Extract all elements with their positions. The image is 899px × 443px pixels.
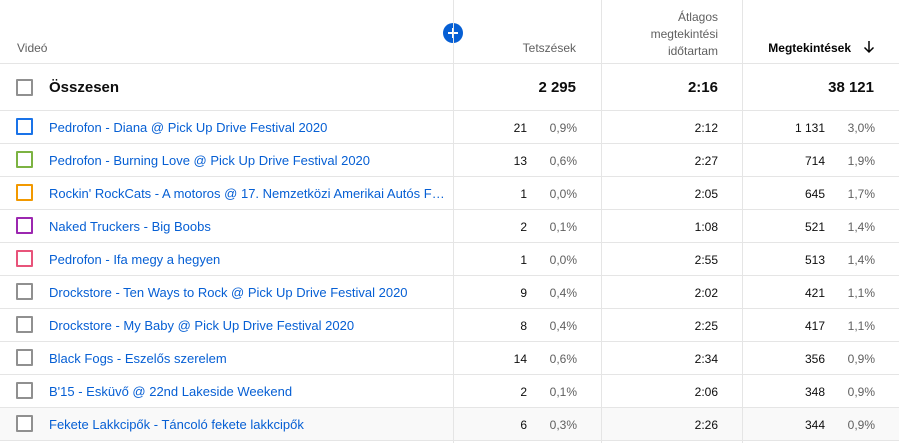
row-views-percent: 1,9% [847, 154, 875, 168]
row-likes: 6 [520, 418, 527, 432]
row-views-percent: 1,1% [847, 319, 875, 333]
video-title-link[interactable]: Drockstore - My Baby @ Pick Up Drive Fes… [49, 318, 355, 333]
column-header-avg-line2: megtekintési [650, 27, 718, 41]
total-views: 38 121 [828, 79, 874, 96]
row-likes-percent: 0,1% [549, 385, 577, 399]
video-title-link[interactable]: Black Fogs - Eszelős szerelem [49, 351, 227, 366]
table-row[interactable]: Drockstore - My Baby @ Pick Up Drive Fes… [0, 309, 899, 342]
row-views: 513 [804, 253, 825, 267]
row-avg-duration: 2:06 [694, 385, 718, 399]
row-likes: 8 [520, 319, 527, 333]
row-views: 344 [804, 418, 825, 432]
row-checkbox[interactable] [16, 283, 33, 300]
column-header-video[interactable]: Videó [17, 41, 48, 55]
row-avg-duration: 2:27 [694, 154, 718, 168]
video-title-link[interactable]: B'15 - Esküvő @ 22nd Lakeside Weekend [49, 384, 293, 399]
row-views: 521 [804, 220, 825, 234]
row-likes-percent: 0,6% [549, 154, 577, 168]
table-row[interactable]: Pedrofon - Diana @ Pick Up Drive Festiva… [0, 111, 899, 144]
total-checkbox[interactable] [16, 79, 33, 96]
row-views-percent: 1,4% [847, 220, 875, 234]
table-row[interactable]: Rockin' RockCats - A motoros @ 17. Nemze… [0, 177, 899, 210]
video-title-link[interactable]: Naked Truckers - Big Boobs [49, 219, 211, 234]
row-checkbox[interactable] [16, 151, 33, 168]
row-avg-duration: 2:25 [694, 319, 718, 333]
row-views: 714 [804, 154, 825, 168]
row-likes: 1 [520, 187, 527, 201]
row-checkbox[interactable] [16, 217, 33, 234]
row-views: 645 [804, 187, 825, 201]
video-title-link[interactable]: Drockstore - Ten Ways to Rock @ Pick Up … [49, 285, 408, 300]
column-divider [601, 0, 602, 443]
video-title-link[interactable]: Rockin' RockCats - A motoros @ 17. Nemze… [49, 186, 447, 201]
row-avg-duration: 2:26 [694, 418, 718, 432]
row-checkbox[interactable] [16, 118, 33, 135]
table-row[interactable]: Fekete Lakkcipők - Táncoló fekete lakkci… [0, 408, 899, 441]
row-avg-duration: 2:34 [694, 352, 718, 366]
row-likes-percent: 0,6% [549, 352, 577, 366]
row-likes: 1 [520, 253, 527, 267]
column-header-avg-view-duration[interactable]: Átlagos megtekintési időtartam [602, 9, 742, 60]
row-checkbox[interactable] [16, 415, 33, 432]
row-views-percent: 0,9% [847, 418, 875, 432]
row-avg-duration: 2:05 [694, 187, 718, 201]
row-avg-duration: 2:12 [694, 121, 718, 135]
row-checkbox[interactable] [16, 349, 33, 366]
row-likes: 2 [520, 385, 527, 399]
table-row[interactable]: Naked Truckers - Big Boobs 2 0,1% 1:08 521 1,… [0, 210, 899, 243]
table-row[interactable]: Drockstore - Ten Ways to Rock @ Pick Up … [0, 276, 899, 309]
row-views-percent: 0,9% [847, 352, 875, 366]
row-likes: 2 [520, 220, 527, 234]
row-views: 421 [804, 286, 825, 300]
row-likes-percent: 0,4% [549, 286, 577, 300]
row-likes: 21 [513, 121, 527, 135]
row-likes-percent: 0,9% [549, 121, 577, 135]
column-header-likes[interactable]: Tetszések [522, 41, 576, 55]
row-likes: 9 [520, 286, 527, 300]
row-likes: 14 [513, 352, 527, 366]
row-likes: 13 [513, 154, 527, 168]
table-row[interactable]: Black Fogs - Eszelős szerelem 14 0,6% 2:34 3… [0, 342, 899, 375]
column-header-views[interactable]: Megtekintések [768, 41, 851, 55]
table-row[interactable]: Pedrofon - Burning Love @ Pick Up Drive … [0, 144, 899, 177]
video-title-link[interactable]: Pedrofon - Diana @ Pick Up Drive Festiva… [49, 120, 328, 135]
row-avg-duration: 2:55 [694, 253, 718, 267]
row-views-percent: 1,7% [847, 187, 875, 201]
row-views-percent: 1,1% [847, 286, 875, 300]
video-title-link[interactable]: Fekete Lakkcipők - Táncoló fekete lakkci… [49, 417, 304, 432]
row-likes-percent: 0,4% [549, 319, 577, 333]
table-row[interactable]: Pedrofon - Ifa megy a hegyen 1 0,0% 2:55 513… [0, 243, 899, 276]
column-divider [742, 0, 743, 443]
row-views: 417 [804, 319, 825, 333]
row-views-percent: 3,0% [847, 121, 875, 135]
row-avg-duration: 2:02 [694, 286, 718, 300]
row-checkbox[interactable] [16, 250, 33, 267]
row-views: 348 [804, 385, 825, 399]
row-likes-percent: 0,1% [549, 220, 577, 234]
row-views: 1 131 [794, 121, 825, 135]
column-divider [453, 0, 454, 443]
total-likes: 2 295 [538, 79, 576, 96]
column-header-avg-line3: időtartam [667, 44, 718, 58]
row-avg-duration: 1:08 [694, 220, 718, 234]
column-header-avg-line1: Átlagos [677, 10, 718, 24]
row-checkbox[interactable] [16, 184, 33, 201]
row-views: 356 [804, 352, 825, 366]
row-likes-percent: 0,3% [549, 418, 577, 432]
video-title-link[interactable]: Pedrofon - Burning Love @ Pick Up Drive … [49, 153, 371, 168]
table-row[interactable]: B'15 - Esküvő @ 22nd Lakeside Weekend 2 0,… [0, 375, 899, 408]
table-header: Videó Tetszések Átlagos megtekintési idő… [0, 0, 899, 64]
total-label: Összesen [49, 79, 120, 96]
row-views-percent: 0,9% [847, 385, 875, 399]
arrow-down-icon[interactable] [863, 40, 875, 54]
total-row: Összesen 2 295 2:16 38 121 [0, 64, 899, 111]
row-checkbox[interactable] [16, 382, 33, 399]
row-likes-percent: 0,0% [549, 187, 577, 201]
row-views-percent: 1,4% [847, 253, 875, 267]
row-checkbox[interactable] [16, 316, 33, 333]
total-avg-duration: 2:16 [687, 79, 718, 96]
row-likes-percent: 0,0% [549, 253, 577, 267]
video-title-link[interactable]: Pedrofon - Ifa megy a hegyen [49, 252, 221, 267]
